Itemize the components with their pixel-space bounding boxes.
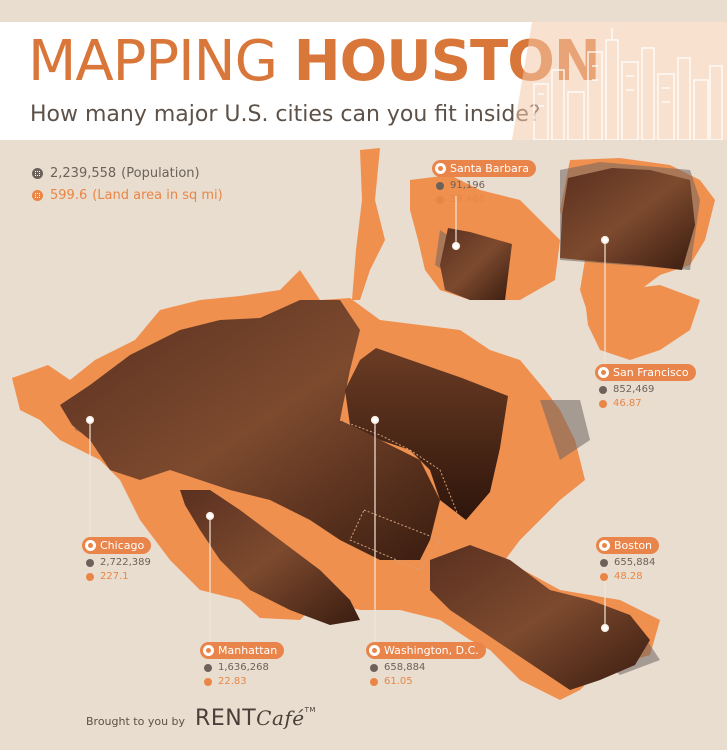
area-value: 46.87 xyxy=(613,398,642,409)
city-area: 48.28 xyxy=(600,570,659,584)
city-population: 1,636,268 xyxy=(204,661,284,675)
map-pin-icon xyxy=(598,367,609,378)
legend-population: 2,239,558 (Population) xyxy=(32,162,223,184)
city-name-badge: Chicago xyxy=(82,537,152,554)
person-icon xyxy=(436,182,444,190)
logo-tm: TM xyxy=(304,706,316,714)
area-icon xyxy=(599,400,607,408)
city-name: Chicago xyxy=(100,538,145,552)
city-san-francisco: San Francisco 852,469 46.87 xyxy=(595,364,696,411)
city-name-badge: Manhattan xyxy=(200,642,285,659)
city-name-badge: Santa Barbara xyxy=(432,160,537,177)
person-icon xyxy=(370,664,378,672)
city-name: Santa Barbara xyxy=(450,161,530,175)
city-santa-barbara: Santa Barbara 91,196 19.468 xyxy=(432,160,537,207)
legend-population-label: (Population) xyxy=(121,165,200,181)
population-value: 852,469 xyxy=(613,384,655,395)
map-pin-icon xyxy=(203,645,214,656)
area-value: 22.83 xyxy=(218,676,247,687)
city-name: Manhattan xyxy=(218,643,278,657)
city-area: 22.83 xyxy=(204,675,284,689)
chicago-shape xyxy=(60,300,440,560)
city-area: 61.05 xyxy=(370,675,486,689)
population-value: 658,884 xyxy=(384,662,426,673)
map-pin-icon xyxy=(85,540,96,551)
legend-area-label: (Land area in sq mi) xyxy=(92,187,223,203)
city-area: 19.468 xyxy=(436,193,536,207)
legend-population-value: 2,239,558 xyxy=(50,165,117,181)
legend-area-value: 599.6 xyxy=(50,187,88,203)
legend-area: 599.6 (Land area in sq mi) xyxy=(32,184,223,206)
city-boston: Boston 655,884 48.28 xyxy=(596,537,660,584)
person-icon xyxy=(86,559,94,567)
city-area: 46.87 xyxy=(599,397,696,411)
rentcafe-logo[interactable]: RENTCaféTM xyxy=(195,706,316,731)
city-population: 655,884 xyxy=(600,556,659,570)
area-value: 61.05 xyxy=(384,676,413,687)
city-area: 227.1 xyxy=(86,570,151,584)
credit-text: Brought to you by xyxy=(86,715,186,728)
map-pin-icon xyxy=(599,540,610,551)
population-value: 655,884 xyxy=(614,557,656,568)
person-icon xyxy=(600,559,608,567)
credit: Brought to you by RENTCaféTM xyxy=(86,706,316,731)
leader-lines xyxy=(85,196,610,642)
city-name-badge: San Francisco xyxy=(595,364,696,381)
population-value: 91,196 xyxy=(450,180,485,191)
title-light: MAPPING xyxy=(28,29,278,94)
san-francisco-shape xyxy=(560,168,695,270)
city-population: 852,469 xyxy=(599,383,696,397)
city-manhattan: Manhattan 1,636,268 22.83 xyxy=(200,642,285,689)
city-name-badge: Boston xyxy=(596,537,660,554)
area-icon xyxy=(32,189,43,201)
area-value: 227.1 xyxy=(100,571,129,582)
area-icon xyxy=(86,573,94,581)
area-value: 48.28 xyxy=(614,571,643,582)
area-icon xyxy=(600,573,608,581)
city-population: 658,884 xyxy=(370,661,486,675)
area-icon xyxy=(370,678,378,686)
area-value: 19.468 xyxy=(450,194,485,205)
area-icon xyxy=(436,196,444,204)
map-pin-icon xyxy=(435,163,446,174)
city-name: Washington, D.C. xyxy=(384,643,479,657)
city-population: 91,196 xyxy=(436,179,536,193)
population-value: 1,636,268 xyxy=(218,662,269,673)
manhattan-shape xyxy=(180,490,360,625)
person-icon xyxy=(32,167,43,179)
city-population: 2,722,389 xyxy=(86,556,151,570)
boston-shape xyxy=(430,545,650,690)
logo-cafe: Café xyxy=(256,706,305,730)
population-value: 2,722,389 xyxy=(100,557,151,568)
washington-shape xyxy=(345,348,508,520)
city-chicago: Chicago 2,722,389 227.1 xyxy=(82,537,152,584)
logo-rent: RENT xyxy=(195,706,257,731)
city-name: San Francisco xyxy=(613,365,689,379)
city-name-badge: Washington, D.C. xyxy=(366,642,486,659)
city-name: Boston xyxy=(614,538,653,552)
legend: 2,239,558 (Population) 599.6 (Land area … xyxy=(32,162,223,206)
skyline-illustration xyxy=(512,22,727,140)
person-icon xyxy=(599,386,607,394)
city-washington-dc: Washington, D.C. 658,884 61.05 xyxy=(366,642,486,689)
page-subtitle: How many major U.S. cities can you fit i… xyxy=(30,102,541,127)
area-icon xyxy=(204,678,212,686)
person-icon xyxy=(204,664,212,672)
map-pin-icon xyxy=(369,645,380,656)
